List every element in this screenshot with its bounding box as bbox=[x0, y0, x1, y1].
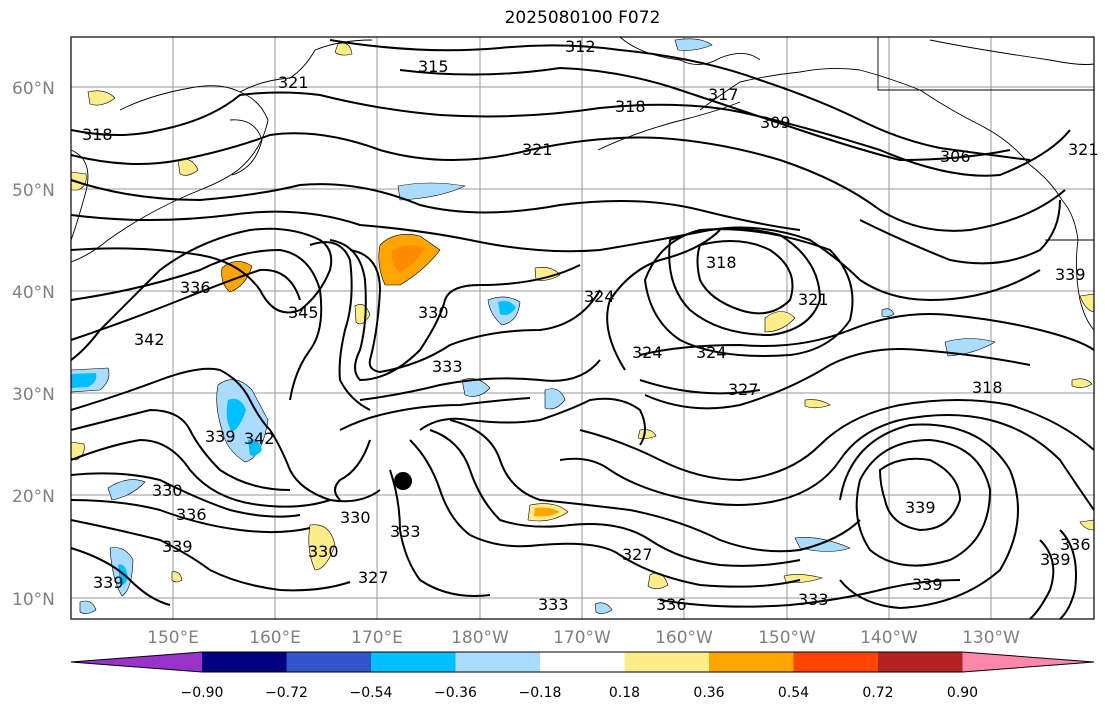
lat-label: 20°N bbox=[12, 487, 55, 507]
contour-label: 315 bbox=[418, 57, 449, 76]
contour-label: 321 bbox=[1068, 140, 1099, 159]
contour-label: 312 bbox=[565, 37, 596, 56]
contour-label: 318 bbox=[82, 125, 113, 144]
contour-lines bbox=[70, 39, 1095, 620]
contour-label: 327 bbox=[728, 380, 759, 399]
lat-label: 60°N bbox=[12, 79, 55, 99]
colorbar-extend-low bbox=[71, 652, 202, 672]
colorbar-tick: 0.18 bbox=[609, 685, 640, 701]
contour-label: 339 bbox=[905, 498, 936, 517]
contour-label: 330 bbox=[340, 508, 371, 527]
lon-label: 160°E bbox=[249, 628, 301, 648]
coastlines bbox=[70, 36, 1095, 331]
contour-label: 342 bbox=[244, 429, 275, 448]
colorbar-bin bbox=[202, 652, 287, 672]
lon-label: 180°W bbox=[451, 628, 509, 648]
lat-label: 50°N bbox=[12, 181, 55, 201]
colorbar-tick: 0.36 bbox=[693, 685, 724, 701]
colorbar-tick: −0.90 bbox=[181, 685, 224, 701]
contour-label: 333 bbox=[798, 590, 829, 609]
colorbar-bin bbox=[793, 652, 878, 672]
contour-label: 318 bbox=[706, 253, 737, 272]
contour-label: 324 bbox=[584, 287, 615, 306]
colorbar-tick: −0.18 bbox=[519, 685, 562, 701]
contour-label: 330 bbox=[418, 303, 449, 322]
contour-label: 309 bbox=[760, 113, 791, 132]
colorbar-extend-high bbox=[962, 652, 1094, 672]
lat-label: 40°N bbox=[12, 283, 55, 303]
contour-label: 342 bbox=[134, 330, 165, 349]
map-border bbox=[70, 36, 1095, 620]
storm-center-marker bbox=[394, 472, 412, 490]
contour-label: 306 bbox=[940, 147, 971, 166]
shaded-regions bbox=[70, 38, 1095, 614]
contour-label: 330 bbox=[152, 481, 183, 500]
contour-label: 336 bbox=[1060, 535, 1091, 554]
colorbar-bin bbox=[878, 652, 963, 672]
contour-label: 339 bbox=[1055, 265, 1086, 284]
contour-label: 321 bbox=[278, 73, 309, 92]
contour-label: 318 bbox=[615, 97, 646, 116]
contour-label: 339 bbox=[912, 575, 943, 594]
lat-axis: 60°N 50°N 40°N 30°N 20°N 10°N bbox=[12, 79, 55, 610]
colorbar-bin bbox=[540, 652, 625, 672]
colorbar-bin bbox=[286, 652, 371, 672]
contour-label: 336 bbox=[176, 505, 207, 524]
contour-label: 339 bbox=[205, 427, 236, 446]
lon-label: 140°W bbox=[860, 628, 918, 648]
contour-label: 327 bbox=[358, 568, 389, 587]
contour-label-group: 312 315 321 318 318 321 309 306 321 317 … bbox=[82, 37, 1099, 614]
contour-label: 333 bbox=[432, 357, 463, 376]
colorbar-bin bbox=[371, 652, 456, 672]
contour-label: 324 bbox=[696, 343, 727, 362]
contour-label: 318 bbox=[972, 378, 1003, 397]
contour-label: 336 bbox=[656, 595, 687, 614]
lon-label: 130°W bbox=[962, 628, 1020, 648]
lon-label: 170°W bbox=[553, 628, 611, 648]
lon-label: 170°E bbox=[351, 628, 403, 648]
contour-label: 330 bbox=[308, 542, 339, 561]
contour-label: 327 bbox=[622, 545, 653, 564]
lon-axis: 150°E 160°E 170°E 180°W 170°W 160°W 150°… bbox=[147, 628, 1020, 648]
lon-label: 150°E bbox=[147, 628, 199, 648]
colorbar-bin bbox=[709, 652, 794, 672]
lon-label: 160°W bbox=[655, 628, 713, 648]
lat-label: 30°N bbox=[12, 385, 55, 405]
contour-label: 339 bbox=[93, 573, 124, 592]
map-title: 2025080100 F072 bbox=[504, 8, 661, 28]
colorbar-tick: 0.54 bbox=[778, 685, 809, 701]
colorbar-tick: −0.72 bbox=[265, 685, 308, 701]
lon-label: 150°W bbox=[758, 628, 816, 648]
contour-label: 339 bbox=[1040, 550, 1071, 569]
contour-label: 321 bbox=[522, 140, 553, 159]
contour-label: 336 bbox=[180, 278, 211, 297]
contour-label: 345 bbox=[288, 303, 319, 322]
lat-label: 10°N bbox=[12, 590, 55, 610]
colorbar: −0.90 −0.72 −0.54 −0.36 −0.18 0.18 0.36 … bbox=[70, 651, 1095, 701]
gridlines bbox=[71, 37, 1094, 619]
colorbar-tick: 0.72 bbox=[862, 685, 893, 701]
colorbar-tick: −0.54 bbox=[350, 685, 393, 701]
contour-label: 324 bbox=[632, 343, 663, 362]
contour-label: 321 bbox=[798, 290, 829, 309]
contour-label: 317 bbox=[708, 85, 739, 104]
contour-label: 333 bbox=[538, 595, 569, 614]
colorbar-tick: −0.36 bbox=[434, 685, 477, 701]
map-panel: 312 315 321 318 318 321 309 306 321 317 … bbox=[70, 36, 1099, 620]
colorbar-tick: 0.90 bbox=[947, 685, 978, 701]
colorbar-bin bbox=[624, 652, 709, 672]
contour-label: 333 bbox=[390, 522, 421, 541]
contour-label: 339 bbox=[162, 537, 193, 556]
colorbar-bin bbox=[455, 652, 540, 672]
